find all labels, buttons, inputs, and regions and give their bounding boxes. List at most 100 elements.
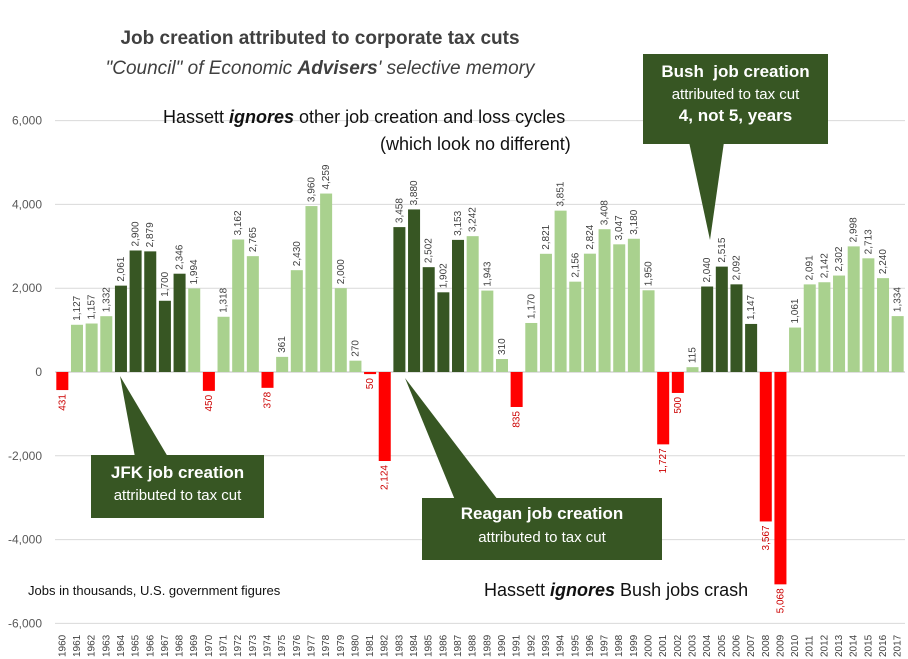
units-footnote: Jobs in thousands, U.S. government figur… [28,583,281,598]
data-label-1997: 3,408 [600,200,611,225]
x-tick-1988: 1988 [468,634,479,657]
bar-1992 [525,322,538,372]
bar-2007 [745,323,758,372]
bush-callout-body: attributed to tax cut [671,86,800,103]
bar-2013 [833,275,846,372]
bar-1997 [598,229,611,372]
x-tick-1979: 1979 [336,634,347,657]
bar-1993 [539,253,552,372]
bar-2001 [657,372,670,445]
data-label-1972: 3,162 [233,210,244,235]
data-label-2007: 1,147 [746,294,757,319]
bar-1961 [70,324,83,372]
x-tick-1984: 1984 [409,634,420,657]
x-tick-1990: 1990 [497,634,508,657]
data-label-1982: 2,124 [380,465,391,490]
data-label-1991: 835 [512,411,523,428]
subtitle-part2: Advisers [297,58,378,79]
data-label-1985: 2,502 [424,238,435,263]
data-label-1967: 1,700 [160,271,171,296]
bar-2008 [759,372,772,522]
data-label-1973: 2,765 [248,227,259,252]
x-tick-2008: 2008 [761,634,772,657]
top-annotation-pre: Hassett [163,107,230,127]
x-tick-1980: 1980 [350,634,361,657]
bar-1999 [627,238,640,372]
x-tick-1967: 1967 [160,634,171,657]
x-tick-1978: 1978 [321,634,332,657]
top-annotation-line1: Hassett ignores other job creation and l… [163,107,565,128]
y-tick-label: -2,000 [8,449,42,463]
x-tick-1971: 1971 [219,634,230,657]
bar-1960 [56,372,69,391]
data-label-1970: 450 [204,394,215,411]
x-tick-2000: 2000 [644,634,655,657]
bush-callout-pointer [689,142,724,240]
x-tick-1999: 1999 [629,634,640,657]
bar-1986 [437,292,450,372]
data-label-1999: 3,180 [629,209,640,234]
bar-1963 [100,316,113,372]
jfk-callout-head: JFK job creation [110,463,245,482]
x-tick-2001: 2001 [658,634,669,657]
data-label-2006: 2,092 [731,255,742,280]
x-tick-1960: 1960 [57,634,68,657]
bar-1967 [158,300,171,372]
bush-callout-strong: 4, not 5, years [678,106,793,125]
x-tick-1962: 1962 [87,634,98,657]
x-tick-1991: 1991 [512,634,523,657]
data-label-1989: 1,943 [482,261,493,286]
data-label-1966: 2,879 [145,222,156,247]
data-label-2001: 1,727 [658,448,669,473]
data-label-2000: 1,950 [644,261,655,286]
x-tick-1974: 1974 [263,634,274,657]
x-tick-2007: 2007 [746,634,757,657]
bar-1970 [202,372,215,391]
data-label-1961: 1,127 [72,295,83,320]
x-tick-1989: 1989 [482,634,493,657]
x-tick-1998: 1998 [614,634,625,657]
x-tick-1963: 1963 [101,634,112,657]
bush-callout-head: Bush job creation [661,62,810,81]
data-label-2011: 2,091 [805,255,816,280]
bar-2012 [818,282,831,372]
reagan-callout-body: attributed to tax cut [478,529,606,546]
bar-2014 [847,246,860,372]
bottom-annotation-post: Bush jobs crash [615,580,749,600]
x-tick-1993: 1993 [541,634,552,657]
x-tick-2003: 2003 [688,634,699,657]
bar-2016 [877,278,890,372]
y-tick-label: 2,000 [12,281,42,295]
chart-subtitle: "Council" of Economic Advisers' selectiv… [60,58,580,80]
data-label-1960: 431 [57,394,68,411]
data-label-2014: 2,998 [849,217,860,242]
bar-1973 [246,256,259,372]
data-label-1974: 378 [263,391,274,408]
data-label-1998: 3,047 [614,215,625,240]
data-label-2004: 2,040 [702,257,713,282]
x-tick-1997: 1997 [600,634,611,657]
reagan-callout: Reagan job creation attributed to tax cu… [422,498,662,560]
data-label-2013: 2,302 [834,246,845,271]
bar-2004 [701,286,714,372]
bar-1994 [554,210,567,372]
jfk-callout: JFK job creation attributed to tax cut [91,455,264,518]
bottom-annotation-emphasis: ignores [550,580,616,600]
bar-1971 [217,316,230,372]
y-tick-label: 4,000 [12,197,42,211]
bar-2000 [642,290,655,372]
x-tick-1976: 1976 [292,634,303,657]
x-tick-2011: 2011 [805,635,816,657]
data-label-1977: 3,960 [306,177,317,202]
top-annotation-post: other job creation and loss cycles [294,107,566,127]
bar-1979 [334,288,347,372]
top-annotation-emphasis: ignores [229,107,295,127]
x-tick-1977: 1977 [306,634,317,657]
bar-1998 [613,244,626,372]
data-label-1964: 2,061 [116,256,127,281]
x-tick-2017: 2017 [893,634,904,657]
data-label-1995: 2,156 [570,252,581,277]
data-label-1971: 1,318 [219,287,230,312]
data-label-1990: 310 [497,338,508,355]
bar-1962 [85,323,98,372]
